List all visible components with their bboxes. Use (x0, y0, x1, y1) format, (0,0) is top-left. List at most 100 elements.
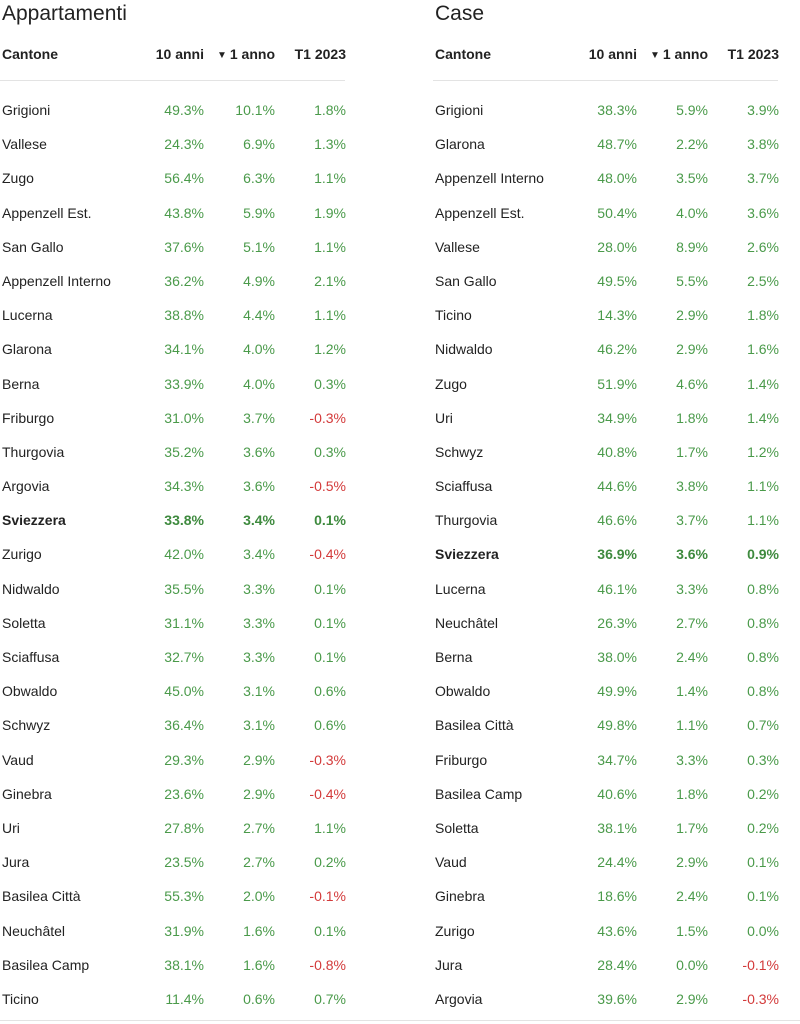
cell-1-year: 1.8% (676, 409, 708, 426)
cell-1-year: 4.0% (676, 204, 708, 221)
cell-10-years: 31.9% (164, 922, 204, 939)
column-header-1-year[interactable]: ▼ 1 anno (650, 46, 708, 62)
cell-10-years: 33.8% (164, 512, 204, 529)
table-header: Cantone 10 anni ▼ 1 anno T1 2023 (0, 44, 350, 66)
cell-canton: Lucerna (435, 580, 486, 597)
table-row: Ginebra 23.6% 2.9% -0.4% (0, 777, 350, 811)
cell-canton: Zugo (2, 170, 34, 187)
cell-q1-2023: 0.8% (747, 580, 779, 597)
cell-1-year: 2.9% (243, 751, 275, 768)
cell-q1-2023: 0.2% (747, 819, 779, 836)
cell-10-years: 37.6% (164, 238, 204, 255)
cell-q1-2023: 1.2% (747, 443, 779, 460)
table-row: Zugo 51.9% 4.6% 1.4% (433, 367, 783, 401)
column-header-canton[interactable]: Cantone (435, 46, 491, 62)
cell-10-years: 26.3% (597, 614, 637, 631)
table-row: Vaud 29.3% 2.9% -0.3% (0, 743, 350, 777)
cell-canton: Friburgo (435, 751, 488, 768)
table-row: Berna 33.9% 4.0% 0.3% (0, 367, 350, 401)
cell-10-years: 34.1% (164, 341, 204, 358)
cell-10-years: 48.7% (597, 136, 637, 153)
table-row: Sviezzera 36.9% 3.6% 0.9% (433, 537, 783, 571)
cell-q1-2023: 0.8% (747, 683, 779, 700)
cell-10-years: 34.9% (597, 409, 637, 426)
cell-1-year: 3.4% (243, 546, 275, 563)
column-header-canton[interactable]: Cantone (2, 46, 58, 62)
table-row: Argovia 34.3% 3.6% -0.5% (0, 469, 350, 503)
cell-canton: Schwyz (2, 717, 51, 734)
column-header-1-year[interactable]: ▼ 1 anno (217, 46, 275, 62)
cell-canton: Berna (2, 375, 40, 392)
cell-10-years: 38.8% (164, 307, 204, 324)
cell-q1-2023: 0.7% (314, 990, 346, 1007)
table-row: Nidwaldo 35.5% 3.3% 0.1% (0, 572, 350, 606)
cell-q1-2023: 3.7% (747, 170, 779, 187)
cell-q1-2023: 0.1% (314, 649, 346, 665)
cell-q1-2023: -0.3% (309, 751, 346, 768)
cell-1-year: 2.7% (243, 819, 275, 836)
table-row: Uri 34.9% 1.8% 1.4% (433, 401, 783, 435)
cell-10-years: 45.0% (164, 683, 204, 700)
cell-10-years: 55.3% (164, 888, 204, 905)
column-header-q1-2023[interactable]: T1 2023 (294, 46, 346, 62)
cell-1-year: 0.0% (676, 956, 708, 973)
table-row: Ticino 11.4% 0.6% 0.7% (0, 982, 350, 1016)
cell-canton: Ginebra (2, 785, 52, 802)
cell-1-year: 1.6% (243, 922, 275, 939)
cell-1-year: 2.4% (676, 649, 708, 665)
cell-canton: Neuchâtel (435, 614, 499, 631)
table-body: Grigioni 49.3% 10.1% 1.8% Vallese 24.3% 6.9% 1.… (0, 93, 350, 1016)
table-row: Ginebra 18.6% 2.4% 0.1% (433, 879, 783, 913)
cell-1-year: 1.1% (676, 717, 708, 734)
cell-canton: Jura (435, 956, 463, 973)
cell-canton: Zurigo (435, 922, 475, 939)
cell-10-years: 29.3% (164, 751, 204, 768)
cell-1-year: 3.3% (243, 580, 275, 597)
column-header-10-years[interactable]: 10 anni (155, 46, 204, 62)
cell-1-year: 3.1% (243, 717, 275, 734)
cell-q1-2023: 3.6% (747, 204, 779, 221)
cell-10-years: 34.3% (164, 478, 204, 495)
cell-1-year: 5.5% (676, 272, 708, 289)
cell-canton: Soletta (2, 614, 46, 631)
column-header-1-year-label: 1 anno (662, 46, 708, 62)
cell-q1-2023: 1.9% (314, 204, 346, 221)
cell-q1-2023: 0.6% (314, 683, 346, 700)
table-row: Basilea Città 55.3% 2.0% -0.1% (0, 879, 350, 913)
cell-q1-2023: 0.1% (314, 614, 346, 631)
column-header-10-years[interactable]: 10 anni (588, 46, 637, 62)
cell-canton: Schwyz (435, 443, 484, 460)
cell-canton: Appenzell Interno (2, 272, 111, 289)
table-body: Grigioni 38.3% 5.9% 3.9% Glarona 48.7% 2.2% 3.8… (433, 93, 783, 1016)
cell-1-year: 3.7% (676, 512, 708, 529)
cell-canton: Soletta (435, 819, 479, 836)
cell-1-year: 3.6% (243, 478, 275, 495)
cell-1-year: 2.2% (676, 136, 708, 153)
cell-1-year: 3.7% (243, 409, 275, 426)
cell-1-year: 3.6% (676, 546, 708, 563)
cell-1-year: 2.0% (243, 888, 275, 905)
table-row: Lucerna 38.8% 4.4% 1.1% (0, 298, 350, 332)
cell-canton: Nidwaldo (435, 341, 493, 358)
table-row: Jura 23.5% 2.7% 0.2% (0, 845, 350, 879)
cell-10-years: 43.6% (597, 922, 637, 939)
cell-q1-2023: 1.1% (314, 819, 346, 836)
cell-q1-2023: 0.1% (314, 922, 346, 939)
table-row: Appenzell Interno 48.0% 3.5% 3.7% (433, 161, 783, 195)
table-row: Sviezzera 33.8% 3.4% 0.1% (0, 503, 350, 537)
panel-title: Case (435, 2, 485, 25)
cell-10-years: 36.4% (164, 717, 204, 734)
cell-canton: Appenzell Est. (2, 204, 92, 221)
cell-1-year: 0.6% (243, 990, 275, 1007)
cell-1-year: 2.9% (676, 341, 708, 358)
bottom-divider (0, 1020, 800, 1021)
cell-canton: Grigioni (435, 102, 484, 118)
cell-q1-2023: 0.2% (747, 785, 779, 802)
cell-10-years: 42.0% (164, 546, 204, 563)
cell-10-years: 28.0% (597, 238, 637, 255)
cell-canton: Sciaffusa (2, 649, 60, 665)
column-header-q1-2023[interactable]: T1 2023 (727, 46, 779, 62)
cell-canton: Nidwaldo (2, 580, 60, 597)
cell-1-year: 1.4% (676, 683, 708, 700)
cell-q1-2023: 2.6% (747, 238, 779, 255)
